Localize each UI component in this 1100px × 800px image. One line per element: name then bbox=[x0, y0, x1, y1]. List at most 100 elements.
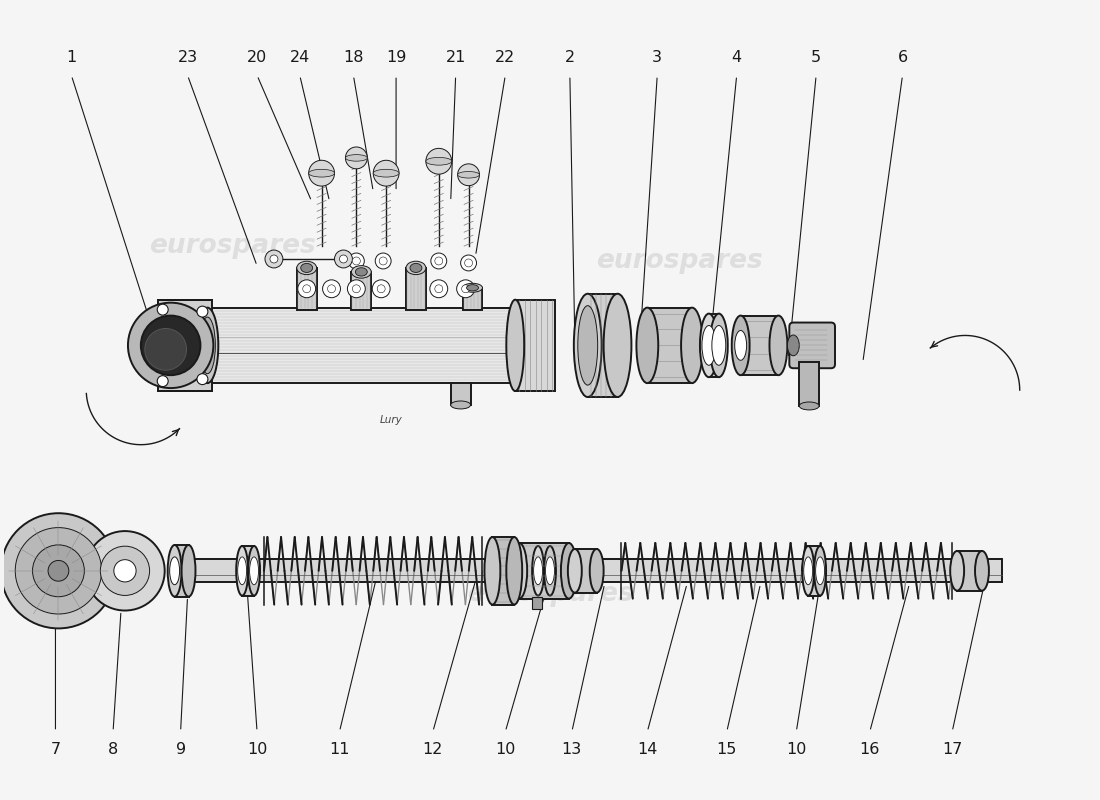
Circle shape bbox=[128, 302, 213, 388]
Bar bbox=[297, 268, 317, 310]
Circle shape bbox=[348, 280, 365, 298]
Ellipse shape bbox=[406, 262, 426, 274]
Ellipse shape bbox=[466, 285, 478, 291]
Ellipse shape bbox=[506, 537, 522, 605]
Text: eurospares: eurospares bbox=[596, 248, 762, 274]
Ellipse shape bbox=[484, 537, 500, 605]
Ellipse shape bbox=[800, 402, 820, 410]
Text: 5: 5 bbox=[811, 50, 822, 65]
Text: 6: 6 bbox=[898, 50, 907, 65]
Ellipse shape bbox=[250, 557, 258, 585]
Ellipse shape bbox=[532, 546, 544, 596]
Bar bbox=[808, 546, 821, 596]
Ellipse shape bbox=[512, 543, 527, 598]
Ellipse shape bbox=[426, 158, 452, 165]
Circle shape bbox=[434, 257, 442, 265]
Text: 10: 10 bbox=[495, 742, 516, 757]
Circle shape bbox=[145, 329, 187, 370]
Ellipse shape bbox=[345, 154, 367, 161]
Bar bbox=[493, 537, 514, 605]
Ellipse shape bbox=[950, 551, 964, 590]
Ellipse shape bbox=[167, 545, 182, 597]
Bar bbox=[708, 314, 718, 377]
Ellipse shape bbox=[238, 557, 246, 585]
Ellipse shape bbox=[681, 308, 703, 383]
Circle shape bbox=[15, 528, 101, 614]
Circle shape bbox=[100, 546, 150, 595]
Ellipse shape bbox=[463, 283, 483, 292]
Circle shape bbox=[270, 255, 278, 263]
Ellipse shape bbox=[590, 549, 604, 593]
Text: 14: 14 bbox=[637, 742, 658, 757]
Ellipse shape bbox=[451, 401, 471, 409]
Bar bbox=[351, 272, 372, 310]
Text: 3: 3 bbox=[652, 50, 662, 65]
Text: 12: 12 bbox=[422, 742, 443, 757]
Circle shape bbox=[345, 147, 367, 169]
Bar bbox=[538, 546, 550, 596]
Ellipse shape bbox=[770, 315, 788, 375]
Ellipse shape bbox=[637, 308, 658, 383]
Ellipse shape bbox=[249, 546, 260, 596]
Ellipse shape bbox=[351, 266, 371, 278]
Ellipse shape bbox=[804, 557, 813, 585]
Circle shape bbox=[458, 164, 480, 186]
Text: eurospares: eurospares bbox=[148, 233, 316, 259]
Ellipse shape bbox=[561, 543, 576, 598]
Ellipse shape bbox=[373, 170, 399, 177]
Bar bbox=[519, 543, 569, 598]
Ellipse shape bbox=[788, 335, 800, 356]
Circle shape bbox=[377, 285, 385, 293]
Ellipse shape bbox=[815, 557, 825, 585]
FancyBboxPatch shape bbox=[157, 300, 212, 391]
Circle shape bbox=[141, 315, 200, 375]
Text: 11: 11 bbox=[329, 742, 350, 757]
Ellipse shape bbox=[732, 315, 749, 375]
Circle shape bbox=[157, 376, 168, 386]
Circle shape bbox=[197, 306, 208, 317]
Text: 10: 10 bbox=[246, 742, 267, 757]
Circle shape bbox=[462, 285, 470, 293]
Ellipse shape bbox=[735, 330, 747, 360]
Text: 19: 19 bbox=[386, 50, 406, 65]
Circle shape bbox=[431, 253, 447, 269]
Circle shape bbox=[352, 257, 361, 265]
Bar bbox=[463, 288, 483, 310]
Text: Lury: Lury bbox=[379, 415, 403, 425]
Ellipse shape bbox=[814, 546, 826, 596]
Bar bbox=[957, 551, 982, 590]
Ellipse shape bbox=[236, 546, 249, 596]
Circle shape bbox=[456, 280, 474, 298]
Ellipse shape bbox=[546, 557, 554, 585]
Ellipse shape bbox=[182, 545, 196, 597]
Ellipse shape bbox=[309, 170, 334, 177]
Text: 23: 23 bbox=[177, 50, 198, 65]
Bar bbox=[515, 300, 556, 391]
Circle shape bbox=[434, 285, 442, 293]
Bar bbox=[242, 546, 254, 596]
Bar bbox=[587, 294, 617, 397]
Circle shape bbox=[461, 255, 476, 271]
Text: 10: 10 bbox=[786, 742, 806, 757]
Circle shape bbox=[430, 280, 448, 298]
Ellipse shape bbox=[506, 300, 525, 391]
Circle shape bbox=[1, 514, 115, 629]
Text: 17: 17 bbox=[942, 742, 962, 757]
Text: 15: 15 bbox=[716, 742, 737, 757]
Text: eurospares: eurospares bbox=[466, 581, 634, 606]
Text: 8: 8 bbox=[108, 742, 118, 757]
Bar bbox=[406, 268, 426, 310]
Circle shape bbox=[302, 285, 310, 293]
Text: 2: 2 bbox=[564, 50, 575, 65]
Text: 18: 18 bbox=[343, 50, 364, 65]
Ellipse shape bbox=[197, 308, 218, 383]
Ellipse shape bbox=[300, 263, 312, 273]
Text: 16: 16 bbox=[859, 742, 880, 757]
Ellipse shape bbox=[975, 551, 989, 590]
Circle shape bbox=[157, 304, 168, 315]
Ellipse shape bbox=[355, 268, 367, 276]
Ellipse shape bbox=[710, 314, 728, 377]
Bar bbox=[451, 383, 471, 405]
Ellipse shape bbox=[702, 326, 716, 366]
Bar bbox=[575, 549, 596, 593]
